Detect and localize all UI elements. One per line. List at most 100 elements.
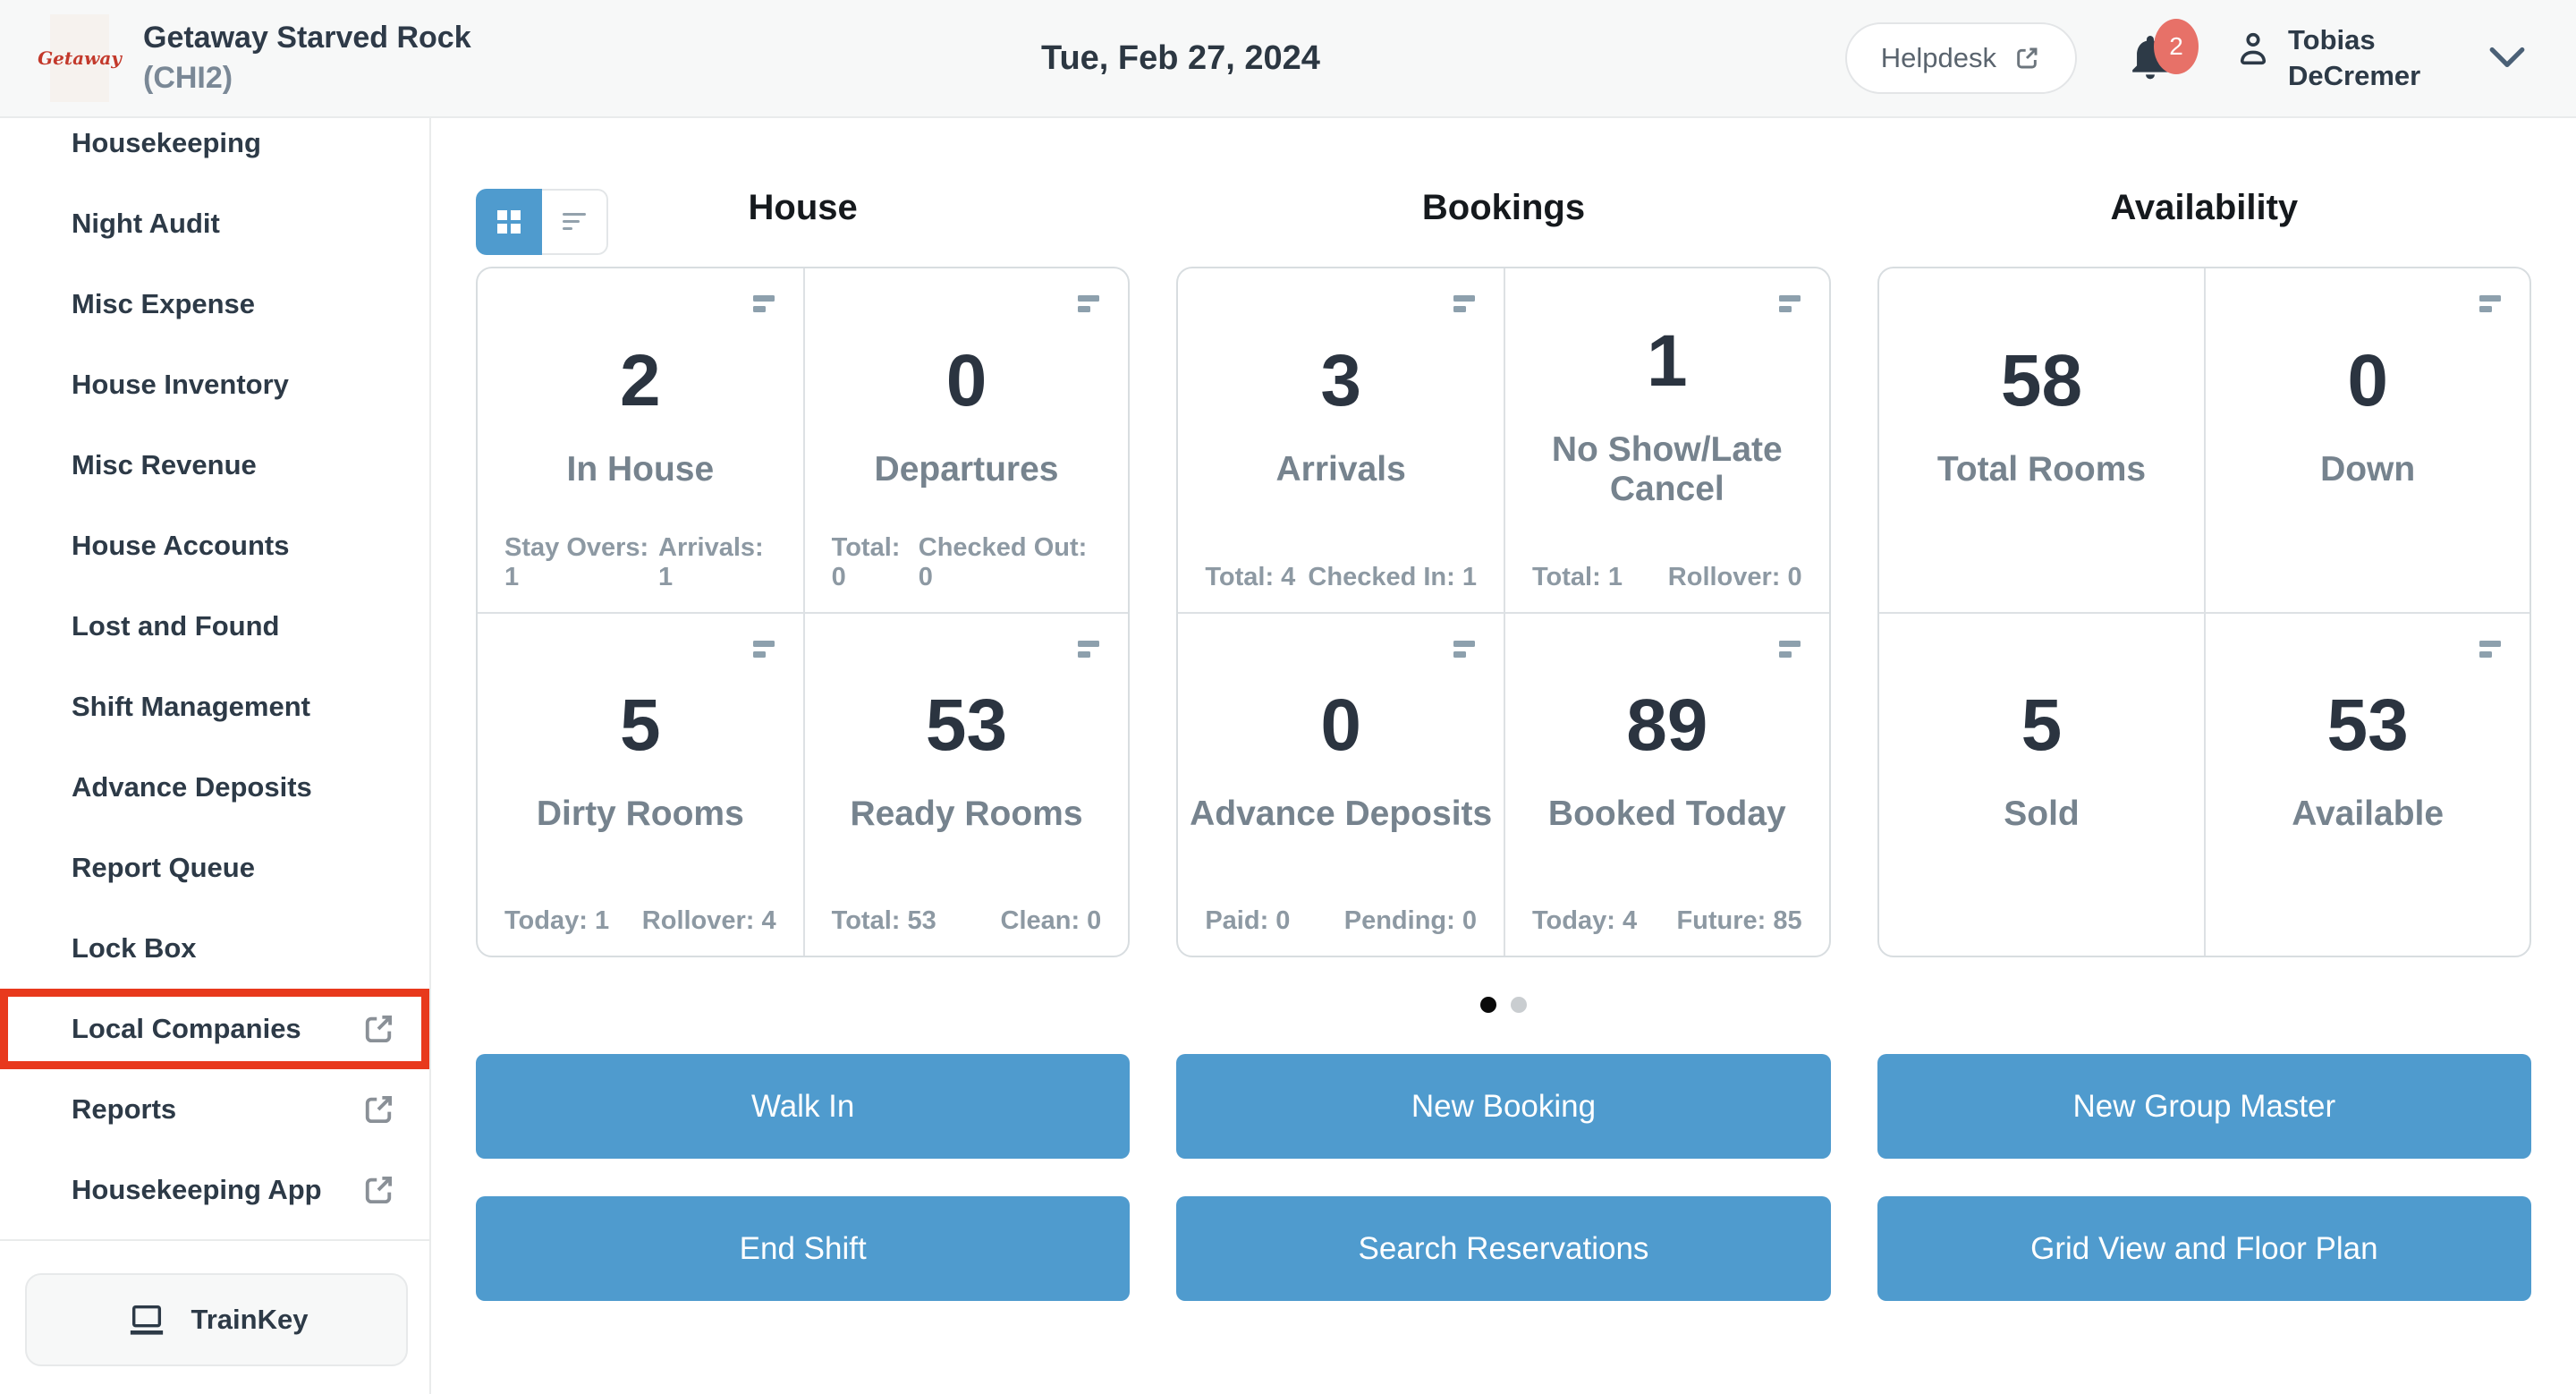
external-link-icon bbox=[2017, 47, 2038, 69]
sidebar-item-label: House Accounts bbox=[72, 530, 290, 561]
trainkey-label: TrainKey bbox=[191, 1304, 309, 1335]
user-menu-chevron[interactable] bbox=[2488, 46, 2526, 71]
new-group-master-button[interactable]: New Group Master bbox=[1877, 1054, 2531, 1159]
user-name: Tobias DeCremer bbox=[2288, 23, 2421, 91]
stat-detail-right: Arrivals: 1 bbox=[658, 533, 764, 591]
stat-card-groups: 2 In House Stay Overs: 1 Arrivals: 1 0 Depa… bbox=[476, 267, 2531, 957]
sidebar-item-local-companies[interactable]: Local Companies bbox=[0, 989, 429, 1069]
sidebar-item-label: Lost and Found bbox=[72, 610, 280, 642]
sidebar-item-advance-deposits[interactable]: Advance Deposits bbox=[0, 762, 429, 812]
stat-detail-right: Rollover: 4 bbox=[641, 906, 776, 935]
stat-detail-left: Total: 0 bbox=[831, 533, 901, 591]
search-reservations-button[interactable]: Search Reservations bbox=[1176, 1196, 1831, 1301]
stat-value: 3 bbox=[1320, 340, 1361, 421]
sidebar-item-housekeeping-app[interactable]: Housekeeping App bbox=[0, 1165, 429, 1215]
sidebar-item-house-inventory[interactable]: House Inventory bbox=[0, 360, 429, 410]
sidebar-item-label: House Inventory bbox=[72, 369, 289, 400]
sidebar-item-misc-revenue[interactable]: Misc Revenue bbox=[0, 440, 429, 490]
stat-value: 5 bbox=[2021, 684, 2063, 766]
stat-detail-right: Clean: 0 bbox=[1000, 906, 1102, 935]
sidebar-item-night-audit[interactable]: Night Audit bbox=[0, 199, 429, 249]
section-title-house: House bbox=[748, 187, 858, 227]
bookings-card-group: 3 Arrivals Total: 4 Checked In: 1 1 No Show… bbox=[1176, 267, 1831, 957]
stat-label: No Show/Late Cancel bbox=[1551, 430, 1783, 508]
sidebar-item-lock-box[interactable]: Lock Box bbox=[0, 923, 429, 973]
notifications-button[interactable]: 2 bbox=[2125, 19, 2199, 83]
stat-detail-left: Total: 1 bbox=[1531, 563, 1623, 591]
stat-card-dirty-rooms: 5 Dirty Rooms Today: 1 Rollover: 4 bbox=[478, 612, 803, 956]
stat-label: Departures bbox=[874, 450, 1059, 489]
sidebar-item-label: Report Queue bbox=[72, 852, 255, 883]
brand-logo: Getaway bbox=[38, 14, 122, 102]
list-view-icon bbox=[563, 212, 586, 230]
stat-card-available: 53 Available bbox=[2204, 612, 2529, 956]
user-menu[interactable]: Tobias DeCremer bbox=[2233, 22, 2440, 95]
carousel-pagination bbox=[476, 997, 2531, 1013]
sidebar-item-label: Lock Box bbox=[72, 932, 197, 964]
sidebar-item-house-accounts[interactable]: House Accounts bbox=[0, 521, 429, 571]
stat-card-departures: 0 Departures Total: 0 Checked Out: 0 bbox=[802, 268, 1129, 612]
stat-detail-right: Pending: 0 bbox=[1343, 906, 1477, 935]
sidebar-item-housekeeping[interactable]: Housekeeping bbox=[0, 118, 429, 168]
grid-view-floor-plan-button[interactable]: Grid View and Floor Plan bbox=[1877, 1196, 2531, 1301]
card-menu-icon[interactable] bbox=[1078, 295, 1100, 312]
stat-label: Advance Deposits bbox=[1190, 795, 1493, 833]
sidebar-item-lost-and-found[interactable]: Lost and Found bbox=[0, 601, 429, 651]
end-shift-button[interactable]: End Shift bbox=[476, 1196, 1131, 1301]
stat-detail-left: Today: 4 bbox=[1531, 906, 1638, 935]
grid-view-icon bbox=[497, 209, 521, 234]
view-toggle bbox=[476, 188, 608, 255]
helpdesk-button[interactable]: Helpdesk bbox=[1844, 22, 2077, 94]
stat-value: 89 bbox=[1626, 684, 1708, 766]
stat-card-arrivals: 3 Arrivals Total: 4 Checked In: 1 bbox=[1178, 268, 1504, 612]
list-view-button[interactable] bbox=[542, 188, 608, 255]
grid-view-button[interactable] bbox=[476, 188, 542, 255]
stat-card-booked-today: 89 Booked Today Today: 4 Future: 85 bbox=[1503, 612, 1829, 956]
sidebar-item-shift-management[interactable]: Shift Management bbox=[0, 682, 429, 732]
sidebar-item-label: Housekeeping App bbox=[72, 1174, 322, 1205]
card-menu-icon[interactable] bbox=[1778, 641, 1801, 658]
card-menu-icon[interactable] bbox=[2479, 641, 2501, 658]
notification-badge: 2 bbox=[2154, 19, 2199, 74]
card-menu-icon[interactable] bbox=[752, 295, 775, 312]
stat-detail-left: Total: 53 bbox=[831, 906, 936, 935]
stat-label: Down bbox=[2320, 450, 2416, 489]
house-card-group: 2 In House Stay Overs: 1 Arrivals: 1 0 Depa… bbox=[476, 267, 1131, 957]
brand-logo-text: Getaway bbox=[38, 47, 122, 69]
sidebar-item-misc-expense[interactable]: Misc Expense bbox=[0, 279, 429, 329]
pagination-dot-inactive[interactable] bbox=[1511, 997, 1527, 1013]
stat-detail-left: Paid: 0 bbox=[1205, 906, 1291, 935]
trainkey-button[interactable]: TrainKey bbox=[25, 1273, 408, 1366]
stat-label: Total Rooms bbox=[1936, 450, 2147, 489]
stat-card-sold: 5 Sold bbox=[1878, 612, 2205, 956]
card-menu-icon[interactable] bbox=[752, 641, 775, 658]
sidebar-item-label: Reports bbox=[72, 1093, 177, 1125]
laptop-icon bbox=[130, 1305, 163, 1335]
person-icon bbox=[2240, 32, 2267, 64]
stat-card-down: 0 Down bbox=[2204, 268, 2529, 612]
card-menu-icon[interactable] bbox=[1078, 641, 1100, 658]
stat-label: Sold bbox=[2004, 795, 2080, 833]
stat-card-in-house: 2 In House Stay Overs: 1 Arrivals: 1 bbox=[478, 268, 803, 612]
card-menu-icon[interactable] bbox=[2479, 295, 2501, 312]
sidebar-item-label: Local Companies bbox=[72, 1013, 301, 1044]
new-booking-button[interactable]: New Booking bbox=[1176, 1054, 1831, 1159]
sidebar: Housekeeping Night Audit Misc Expense Ho… bbox=[0, 118, 431, 1394]
stat-value: 5 bbox=[620, 684, 661, 766]
stat-label: Dirty Rooms bbox=[536, 795, 744, 833]
stat-detail-right: Checked In: 1 bbox=[1308, 563, 1477, 591]
card-menu-icon[interactable] bbox=[1453, 641, 1475, 658]
stat-value: 2 bbox=[620, 340, 661, 421]
section-titles-row: House Bookings Availability bbox=[476, 174, 2531, 255]
card-menu-icon[interactable] bbox=[1453, 295, 1475, 312]
card-menu-icon[interactable] bbox=[1778, 295, 1801, 312]
stat-detail-left: Total: 4 bbox=[1205, 563, 1296, 591]
stat-value: 0 bbox=[2347, 340, 2388, 421]
walk-in-button[interactable]: Walk In bbox=[476, 1054, 1131, 1159]
pagination-dot-active[interactable] bbox=[1480, 997, 1496, 1013]
external-link-icon bbox=[365, 1176, 393, 1204]
stat-label: In House bbox=[566, 450, 715, 489]
sidebar-item-reports[interactable]: Reports bbox=[0, 1084, 429, 1135]
sidebar-item-report-queue[interactable]: Report Queue bbox=[0, 843, 429, 893]
property-title: Getaway Starved Rock (CHI2) bbox=[143, 18, 471, 98]
